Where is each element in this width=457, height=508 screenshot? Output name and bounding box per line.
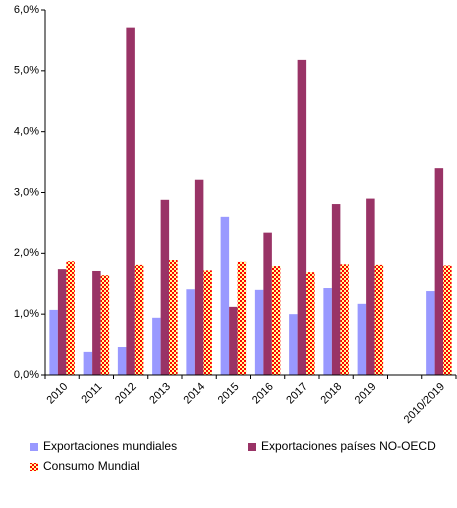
y-tick-label: 3,0% <box>14 186 39 198</box>
bar <box>254 289 264 375</box>
legend-swatch <box>30 443 38 451</box>
legend-label: Exportaciones países NO-OECD <box>261 439 436 453</box>
y-tick-label: 2,0% <box>14 247 39 259</box>
bar <box>49 309 58 375</box>
bar <box>366 198 375 375</box>
bar <box>340 264 349 375</box>
x-tick-label: 2016 <box>250 381 276 407</box>
bar <box>57 269 67 375</box>
bar <box>229 306 238 375</box>
y-tick-label: 4,0% <box>14 126 39 138</box>
bar <box>92 270 101 375</box>
bar <box>237 261 247 375</box>
bar <box>263 232 272 375</box>
bar <box>306 272 315 375</box>
bar <box>203 270 212 375</box>
bar <box>186 289 195 375</box>
bar <box>331 204 341 375</box>
bar <box>374 264 384 375</box>
bar <box>220 216 230 375</box>
bar <box>357 303 367 375</box>
bar <box>160 199 170 375</box>
bar <box>323 288 332 375</box>
x-tick-label: 2015 <box>216 381 242 407</box>
bar <box>100 275 110 375</box>
bar <box>297 59 307 376</box>
bar <box>152 317 161 375</box>
y-tick-label: 6,0% <box>14 4 39 16</box>
y-tick-label: 5,0% <box>14 65 39 77</box>
bar <box>169 260 178 375</box>
bar <box>289 314 298 375</box>
legend-swatch <box>248 443 256 451</box>
bar <box>271 266 281 375</box>
bar <box>194 179 204 375</box>
legend-label: Consumo Mundial <box>43 459 140 473</box>
bar <box>134 264 144 375</box>
x-tick-label: 2019 <box>353 381 379 407</box>
legend-label: Exportaciones mundiales <box>43 439 177 453</box>
bar <box>443 265 452 375</box>
x-tick-label: 2012 <box>113 381 139 407</box>
x-tick-label: 2010/2019 <box>402 381 447 426</box>
x-tick-label: 2017 <box>284 381 310 407</box>
x-tick-label: 2011 <box>79 381 104 406</box>
legend-swatch <box>30 463 38 471</box>
bar <box>434 168 444 375</box>
bar <box>83 351 93 375</box>
bar <box>126 27 135 376</box>
x-tick-label: 2014 <box>182 381 208 407</box>
y-tick-label: 1,0% <box>14 308 39 320</box>
x-tick-label: 2013 <box>147 381 173 407</box>
x-tick-label: 2018 <box>319 381 345 407</box>
bar <box>426 291 435 375</box>
bar <box>117 347 127 375</box>
bar <box>66 261 75 375</box>
y-tick-label: 0,0% <box>14 369 39 381</box>
x-tick-label: 2010 <box>45 381 71 407</box>
